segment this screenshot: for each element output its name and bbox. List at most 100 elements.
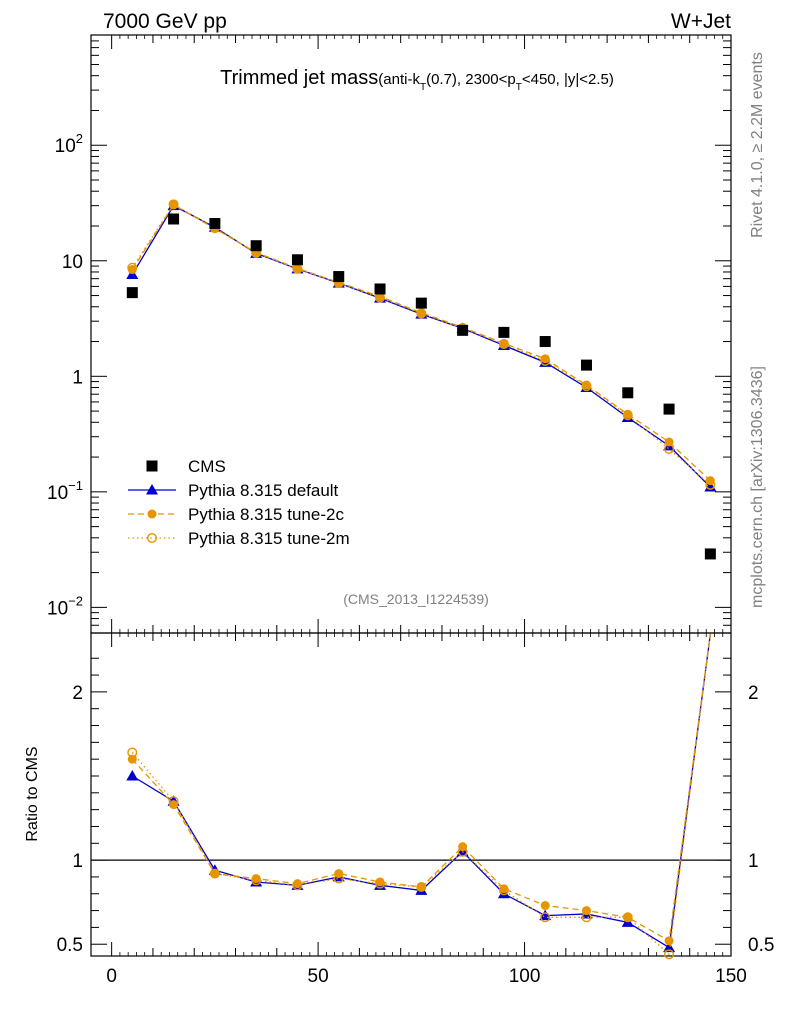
point-cms (209, 218, 221, 230)
ratio-point-pythia-8-315-tune-2m (498, 885, 509, 896)
ratio-point-pythia-8-315-tune-2m (416, 882, 427, 893)
point-cms (663, 403, 675, 415)
y-tick-label: 1 (72, 367, 83, 388)
point-cms (539, 336, 551, 348)
ratio-y-tick-label: 0.5 (57, 935, 83, 956)
point-cms (415, 297, 427, 309)
point-pythia-8-315-tune-2m (705, 479, 716, 490)
ratio-point-pythia-8-315-tune-2m (209, 868, 220, 879)
legend-label-pythia-8-315-default: Pythia 8.315 default (188, 481, 339, 500)
point-cms (498, 326, 510, 338)
y-tick-label: 102 (55, 131, 83, 157)
ratio-line-pythia-8-315-default (131, 633, 711, 949)
legend-marker-pythia-8-315-tune-2c (147, 509, 157, 519)
point-cms (622, 387, 634, 399)
point-pythia-8-315-tune-2m (168, 199, 179, 210)
x-tick-label: 150 (715, 966, 747, 987)
ratio-plot-frame (90, 632, 732, 957)
ratio-y-tick-label-right: 2 (748, 683, 759, 704)
ratio-line-pythia-8-315-tune-2m (131, 633, 711, 956)
title-detail-3: <450, |y|<2.5) (522, 71, 614, 88)
rivet-version-label: Rivet 4.1.0, ≥ 2.2M events (749, 52, 766, 238)
ratio-point-pythia-8-315-tune-2c (127, 754, 137, 764)
series-line-pythia-8-315-tune-2c (131, 203, 711, 482)
point-pythia-8-315-tune-2c (664, 437, 674, 447)
point-pythia-8-315-tune-2m (416, 308, 427, 319)
header-energy-label: 7000 GeV pp (103, 10, 227, 33)
ratio-axis-label: Ratio to CMS (24, 746, 41, 841)
ratio-point-pythia-8-315-tune-2c (169, 800, 179, 810)
ratio-point-pythia-8-315-tune-2m (251, 875, 262, 886)
main-plot-frame (90, 34, 732, 634)
point-pythia-8-315-tune-2m (540, 355, 551, 366)
title-detail-sub-2: T (516, 82, 522, 93)
title-detail-2: (0.7), 2300<p (426, 71, 516, 88)
legend-label-pythia-8-315-tune-2c: Pythia 8.315 tune-2c (188, 505, 344, 524)
point-cms (126, 287, 138, 299)
y-tick-label: 10−1 (47, 478, 83, 504)
ratio-point-pythia-8-315-tune-2m (664, 949, 675, 960)
ratio-y-tick-label-right: 0.5 (748, 935, 774, 956)
legend-marker-pythia-8-315-tune-2m (146, 533, 157, 544)
ratio-point-pythia-8-315-tune-2m (333, 873, 344, 884)
title-detail-sub-1: T (420, 82, 426, 93)
ratio-point-pythia-8-315-tune-2c (581, 906, 591, 916)
legend-marker-cms (146, 460, 158, 472)
ratio-point-pythia-8-315-default (663, 941, 676, 953)
point-pythia-8-315-tune-2c (499, 338, 509, 348)
ratio-point-pythia-8-315-tune-2m (540, 912, 551, 923)
point-cms (580, 359, 592, 371)
series-line-pythia-8-315-default (131, 204, 711, 488)
ratio-y-tick-label-right: 1 (748, 851, 759, 872)
point-cms (250, 240, 262, 252)
ratio-series-layer (126, 633, 711, 960)
ratio-point-pythia-8-315-tune-2m (127, 747, 138, 758)
main-series-layer (126, 199, 717, 560)
ratio-y-tick-label: 1 (72, 851, 83, 872)
x-tick-label: 100 (509, 966, 541, 987)
point-cms (291, 254, 303, 266)
ratio-y-tick-label: 2 (72, 683, 83, 704)
series-line-pythia-8-315-tune-2m (131, 203, 711, 486)
title-main: Trimmed jet mass (220, 67, 378, 89)
header-process-label: W+Jet (671, 10, 731, 33)
ratio-point-pythia-8-315-tune-2c (623, 912, 633, 922)
legend-marker-pythia-8-315-default (146, 484, 158, 495)
y-tick-label: 10−2 (47, 593, 83, 619)
legend: CMS Pythia 8.315 default Pythia 8.315 tune… (128, 457, 350, 548)
plot-title: Trimmed jet mass(anti-kT(0.7), 2300<pT<4… (220, 67, 614, 93)
ratio-point-pythia-8-315-default (126, 769, 139, 781)
mcplots-source-label: mcplots.cern.ch [arXiv:1306.3436] (749, 366, 766, 608)
point-pythia-8-315-tune-2m (581, 381, 592, 392)
ratio-point-pythia-8-315-tune-2m (581, 912, 592, 923)
ratio-point-pythia-8-315-tune-2m (292, 880, 303, 891)
point-cms (168, 213, 180, 225)
ratio-point-pythia-8-315-tune-2m (457, 846, 468, 857)
point-pythia-8-315-tune-2m (664, 443, 675, 454)
point-pythia-8-315-tune-2m (622, 410, 633, 421)
x-tick-label: 50 (308, 966, 329, 987)
ratio-point-pythia-8-315-tune-2c (210, 869, 220, 879)
point-pythia-8-315-tune-2c (416, 308, 426, 318)
point-cms (704, 548, 716, 560)
legend-label-pythia-8-315-tune-2m: Pythia 8.315 tune-2m (188, 529, 350, 548)
point-pythia-8-315-default (704, 481, 717, 492)
y-tick-label: 10 (62, 252, 83, 273)
ratio-point-pythia-8-315-tune-2c (664, 936, 674, 946)
ratio-point-pythia-8-315-tune-2m (168, 796, 179, 807)
ratio-point-pythia-8-315-tune-2m (375, 878, 386, 889)
point-cms (457, 324, 469, 336)
point-pythia-8-315-tune-2m (127, 262, 138, 273)
point-cms (374, 283, 386, 295)
ratio-point-pythia-8-315-tune-2c (458, 842, 468, 852)
point-cms (333, 271, 345, 283)
ratio-point-pythia-8-315-tune-2c (540, 901, 550, 911)
point-pythia-8-315-tune-2c (292, 263, 302, 273)
x-tick-label: 0 (106, 966, 117, 987)
legend-label-cms: CMS (188, 457, 226, 476)
ratio-point-pythia-8-315-tune-2m (622, 912, 633, 923)
ratio-point-pythia-8-315-tune-2c (416, 882, 426, 892)
ratio-point-pythia-8-315-tune-2c (334, 869, 344, 879)
point-pythia-8-315-tune-2m (498, 339, 509, 350)
